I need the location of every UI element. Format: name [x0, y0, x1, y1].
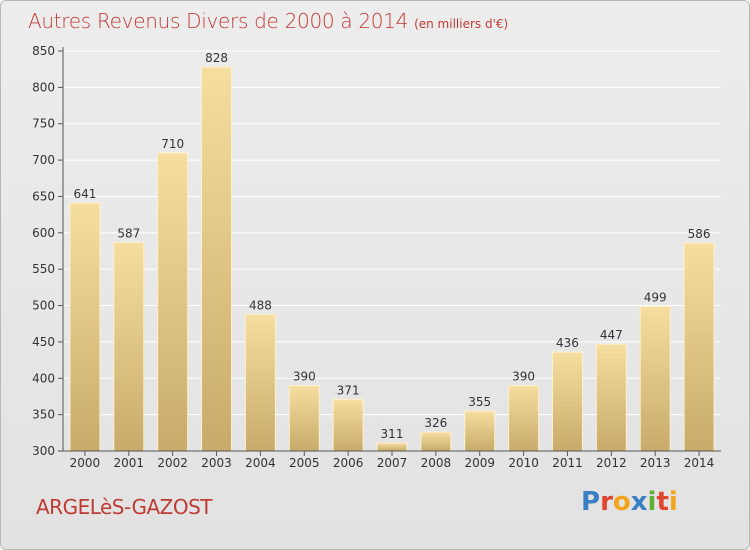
logo-letter-0: P	[581, 487, 601, 517]
bar-2006	[332, 398, 364, 452]
y-tick-label-550: 550	[32, 262, 55, 276]
value-label-2003: 828	[205, 51, 228, 65]
y-tick-label-700: 700	[32, 153, 55, 167]
y-tick-label-800: 800	[32, 80, 55, 94]
bar-2012	[595, 343, 627, 452]
logo-letter-6: i	[668, 487, 678, 517]
bar-2010	[508, 385, 540, 452]
x-tick-label-2013: 2013	[640, 456, 671, 470]
bar-2000	[69, 202, 101, 452]
x-tick-label-2009: 2009	[464, 456, 495, 470]
y-tick-label-850: 850	[32, 44, 55, 58]
value-label-2013: 499	[644, 290, 667, 304]
value-label-2008: 326	[424, 416, 447, 430]
value-label-2001: 587	[117, 226, 140, 240]
value-label-2011: 436	[556, 336, 579, 350]
x-tick-label-2001: 2001	[114, 456, 145, 470]
bars	[69, 66, 715, 452]
logo-letter-2: o	[612, 487, 631, 517]
bar-2003	[201, 66, 233, 452]
x-tick-label-2003: 2003	[201, 456, 232, 470]
x-tick-label-2011: 2011	[552, 456, 583, 470]
chart-unit-note: (en milliers d'€)	[414, 17, 509, 31]
bar-2009	[464, 410, 496, 452]
bar-2004	[244, 313, 276, 452]
x-tick-labels: 2000 2001 2002 2003 2004 2005 2006 2007 2008 2009…	[70, 451, 715, 470]
x-tick-label-2012: 2012	[596, 456, 627, 470]
logo-letter-5: t	[656, 487, 669, 517]
value-label-2006: 371	[337, 383, 360, 397]
y-tick-label-350: 350	[32, 408, 55, 422]
value-labels: 641 587 710 828 488 390 371 311 326 355 390 436 447 4…	[73, 51, 710, 441]
y-tick-labels: 300 350 400 450 500 550 600 650 700 750 800 850	[32, 44, 63, 458]
value-label-2014: 586	[688, 227, 711, 241]
x-tick-label-2002: 2002	[157, 456, 188, 470]
proxiti-logo[interactable]: Proxiti	[581, 487, 678, 517]
value-label-2002: 710	[161, 137, 184, 151]
chart-title-text: Autres Revenus Divers de 2000 à 2014	[28, 9, 409, 33]
bar-2007	[376, 442, 408, 452]
value-label-2004: 488	[249, 298, 272, 312]
logo-letter-4: i	[647, 487, 657, 517]
location-name: ARGELèS-GAZOST	[36, 495, 213, 519]
bar-2013	[639, 305, 671, 452]
y-tick-label-650: 650	[32, 189, 55, 203]
value-label-2007: 311	[381, 427, 404, 441]
value-label-2012: 447	[600, 328, 623, 342]
y-tick-label-450: 450	[32, 335, 55, 349]
x-tick-label-2006: 2006	[333, 456, 364, 470]
y-tick-label-400: 400	[32, 371, 55, 385]
x-tick-label-2007: 2007	[377, 456, 408, 470]
x-tick-label-2004: 2004	[245, 456, 276, 470]
bar-2008	[420, 431, 452, 452]
x-tick-label-2008: 2008	[421, 456, 452, 470]
value-label-2010: 390	[512, 370, 535, 384]
bar-2001	[113, 241, 145, 452]
value-label-2000: 641	[73, 187, 96, 201]
value-label-2009: 355	[468, 395, 491, 409]
y-tick-label-300: 300	[32, 444, 55, 458]
logo-letter-1: r	[600, 487, 613, 517]
bar-2014	[683, 242, 715, 452]
x-tick-label-2014: 2014	[684, 456, 715, 470]
bar-2002	[157, 152, 189, 452]
y-tick-label-750: 750	[32, 117, 55, 131]
bar-2011	[551, 351, 583, 452]
x-tick-label-2000: 2000	[70, 456, 101, 470]
y-tick-label-600: 600	[32, 226, 55, 240]
value-label-2005: 390	[293, 370, 316, 384]
bar-2005	[288, 385, 320, 452]
logo-letter-3: x	[630, 487, 648, 517]
x-tick-label-2005: 2005	[289, 456, 320, 470]
chart-title: Autres Revenus Divers de 2000 à 2014 (en …	[28, 9, 508, 33]
x-tick-label-2010: 2010	[508, 456, 539, 470]
y-tick-label-500: 500	[32, 299, 55, 313]
